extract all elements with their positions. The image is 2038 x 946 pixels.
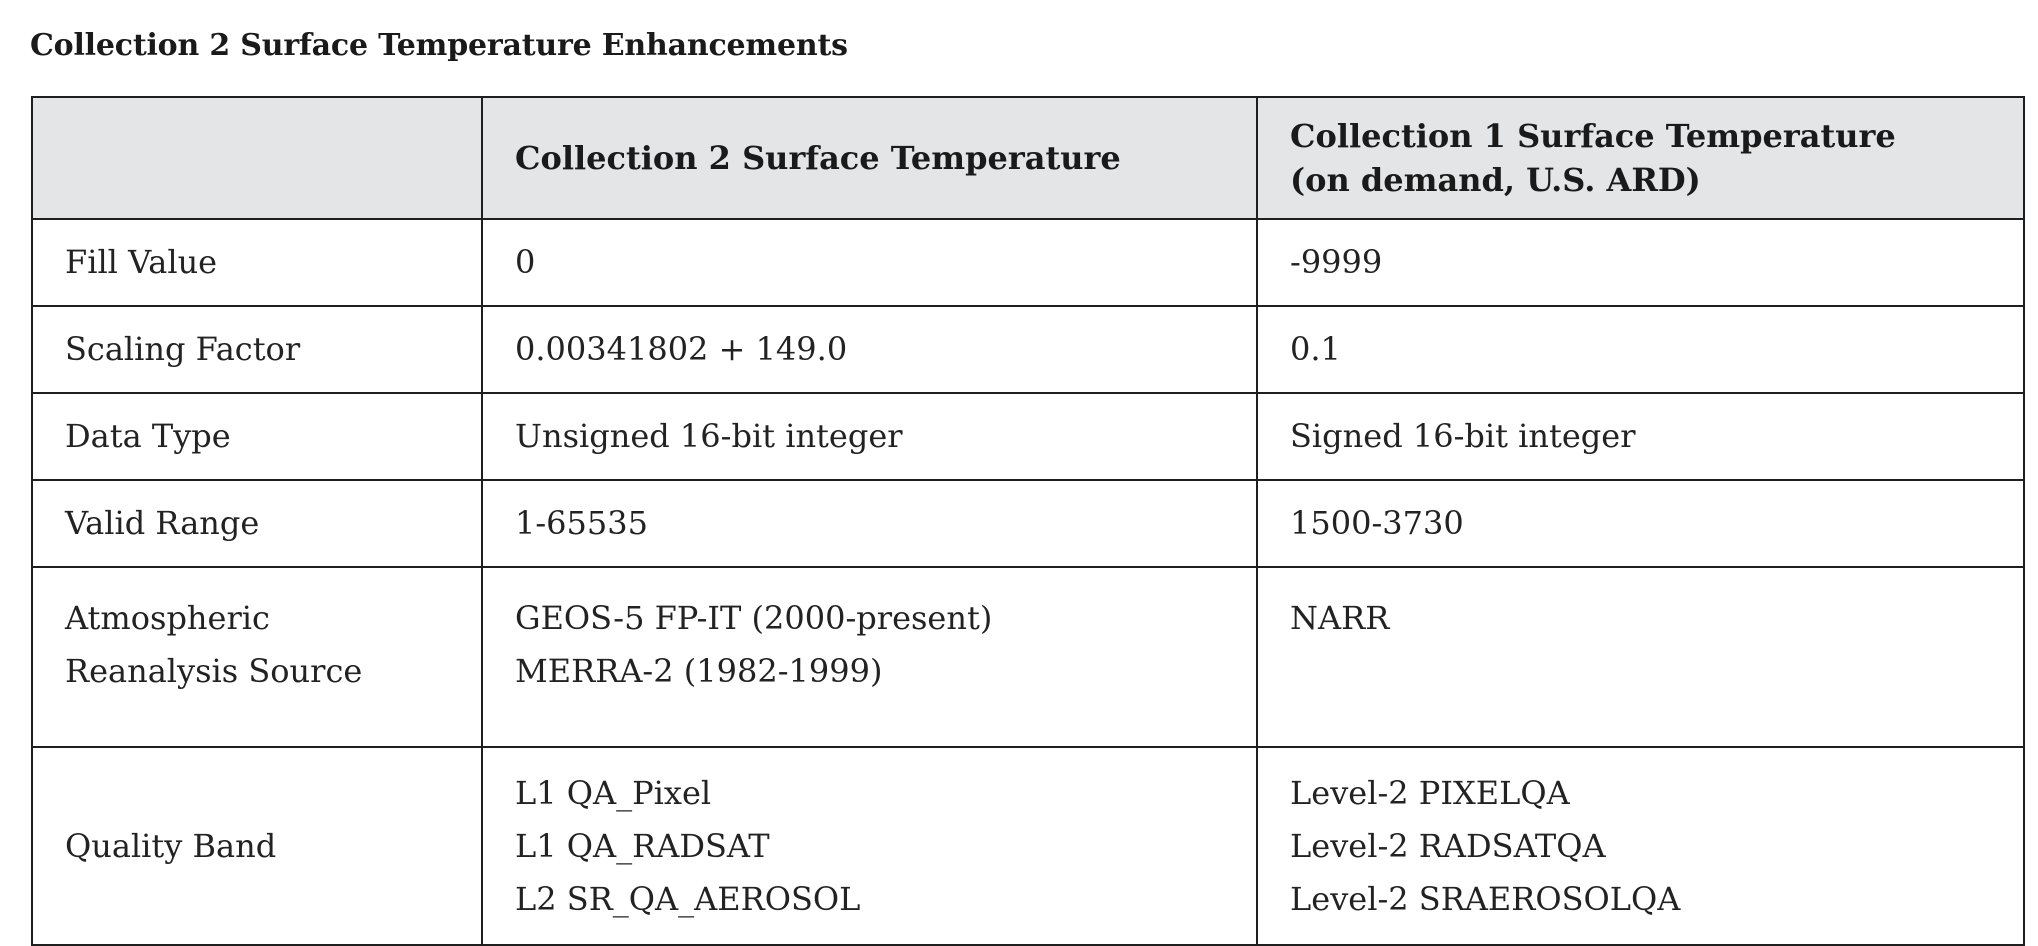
- value-line: Level-2 RADSATQA: [1290, 826, 1606, 865]
- header-line: (on demand, U.S. ARD): [1290, 161, 1701, 199]
- table-row-quality-band: Quality Band L1 QA_Pixel L1 QA_RADSAT L2…: [31, 746, 2025, 946]
- row-label: Fill Value: [31, 218, 483, 307]
- table-row-scaling-factor: Scaling Factor 0.00341802 + 149.0 0.1: [31, 305, 2025, 394]
- cell-collection-1: -9999: [1256, 218, 2025, 307]
- page-title: Collection 2 Surface Temperature Enhance…: [30, 28, 848, 63]
- row-label: Valid Range: [31, 479, 483, 568]
- cell-collection-2: L1 QA_Pixel L1 QA_RADSAT L2 SR_QA_AEROSO…: [481, 746, 1258, 946]
- cell-collection-2: 0.00341802 + 149.0: [481, 305, 1258, 394]
- row-label: Scaling Factor: [31, 305, 483, 394]
- cell-collection-2: GEOS-5 FP-IT (2000-present) MERRA-2 (198…: [481, 566, 1258, 748]
- value-line: Level-2 PIXELQA: [1290, 773, 1570, 812]
- value-line: GEOS-5 FP-IT (2000-present): [515, 599, 993, 637]
- table-row-fill-value: Fill Value 0 -9999: [31, 218, 2025, 307]
- header-cell-collection-1: Collection 1 Surface Temperature (on dem…: [1256, 96, 2025, 220]
- value-line: MERRA-2 (1982-1999): [515, 652, 883, 690]
- table-row-data-type: Data Type Unsigned 16-bit integer Signed…: [31, 392, 2025, 481]
- label-line: Reanalysis Source: [65, 652, 363, 690]
- cell-collection-2: 1-65535: [481, 479, 1258, 568]
- row-label: Quality Band: [31, 746, 483, 946]
- table-row-atmospheric-reanalysis: Atmospheric Reanalysis Source GEOS-5 FP-…: [31, 566, 2025, 748]
- value-line: L1 QA_Pixel: [515, 773, 712, 812]
- header-cell-empty: [31, 96, 483, 220]
- cell-collection-2: Unsigned 16-bit integer: [481, 392, 1258, 481]
- cell-collection-1: Level-2 PIXELQA Level-2 RADSATQA Level-2…: [1256, 746, 2025, 946]
- cell-collection-1: 1500-3730: [1256, 479, 2025, 568]
- value-line: L1 QA_RADSAT: [515, 826, 770, 865]
- header-cell-collection-2: Collection 2 Surface Temperature: [481, 96, 1258, 220]
- row-label: Atmospheric Reanalysis Source: [31, 566, 483, 748]
- value-line: L2 SR_QA_AEROSOL: [515, 879, 861, 918]
- label-line: Atmospheric: [65, 599, 270, 637]
- value-line: Level-2 SRAEROSOLQA: [1290, 879, 1681, 918]
- table-header-row: Collection 2 Surface Temperature Collect…: [31, 96, 2025, 220]
- cell-collection-1: 0.1: [1256, 305, 2025, 394]
- cell-collection-2: 0: [481, 218, 1258, 307]
- cell-collection-1: NARR: [1256, 566, 2025, 748]
- header-line: Collection 1 Surface Temperature: [1290, 117, 1896, 155]
- table-row-valid-range: Valid Range 1-65535 1500-3730: [31, 479, 2025, 568]
- enhancements-table: Collection 2 Surface Temperature Collect…: [31, 96, 2025, 946]
- row-label: Data Type: [31, 392, 483, 481]
- cell-collection-1: Signed 16-bit integer: [1256, 392, 2025, 481]
